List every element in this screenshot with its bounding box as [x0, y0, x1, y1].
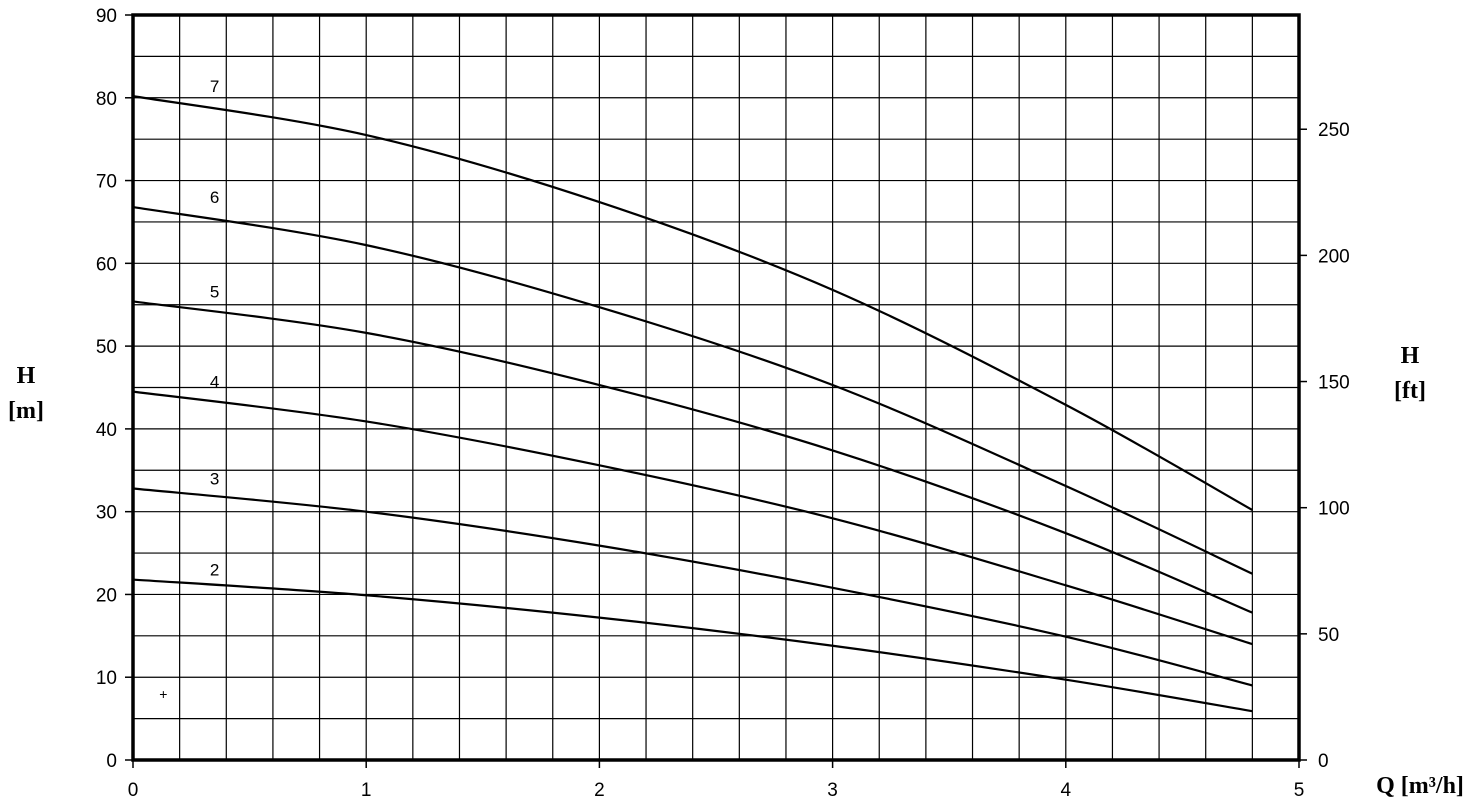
curve-label-2: 2	[210, 561, 219, 580]
plot-border	[131, 13, 1301, 762]
y-tick-label: 70	[96, 172, 117, 193]
y-left-label-line1: H	[17, 363, 36, 389]
y-tick-label: 60	[96, 254, 117, 275]
grid	[133, 15, 1299, 760]
x-axis-label: Q [m³/h]	[1376, 773, 1464, 799]
plus-marker: +	[159, 686, 167, 702]
curve-label-4: 4	[210, 373, 219, 392]
plot-frame	[131, 13, 1301, 762]
x-tick-label: 5	[1294, 780, 1305, 801]
y-right-tick-label: 100	[1318, 499, 1350, 520]
curve-6	[132, 205, 1253, 575]
x-tick-label: 2	[594, 780, 605, 801]
curve-3	[132, 487, 1253, 687]
y-tick-label: 40	[96, 420, 117, 441]
curve-label-6: 6	[210, 188, 219, 207]
curve-5	[132, 300, 1253, 614]
curve-label-3: 3	[210, 469, 219, 488]
y-left-label-line2: [m]	[8, 398, 44, 424]
curves: 2 3 4 5 6 7 +	[132, 77, 1253, 713]
y-right-label-line2: [ft]	[1394, 378, 1426, 404]
y-tick-label: 50	[96, 337, 117, 358]
y-right-tick-label: 150	[1318, 373, 1350, 394]
x-tick-label: 1	[361, 780, 372, 801]
curve-label-5: 5	[210, 282, 219, 301]
y-right-tick-label: 0	[1318, 751, 1329, 772]
y-tick-label: 30	[96, 503, 117, 524]
y-right-tick-label: 250	[1318, 120, 1350, 141]
curve-2	[132, 578, 1253, 713]
y-tick-label: 80	[96, 89, 117, 110]
y-tick-label: 0	[106, 751, 117, 772]
y-right-tick-label: 200	[1318, 246, 1350, 267]
y-tick-label: 90	[96, 6, 117, 27]
x-tick-label: 3	[827, 780, 838, 801]
y-right-label-line1: H	[1401, 343, 1420, 369]
y-tick-label: 20	[96, 585, 117, 606]
curve-7	[132, 95, 1253, 511]
y-right-tick-label: 50	[1318, 625, 1339, 646]
y-tick-label: 10	[96, 668, 117, 689]
curve-4	[132, 390, 1253, 646]
x-tick-label: 4	[1061, 780, 1072, 801]
x-tick-label: 0	[128, 780, 139, 801]
curve-label-7: 7	[210, 77, 219, 96]
